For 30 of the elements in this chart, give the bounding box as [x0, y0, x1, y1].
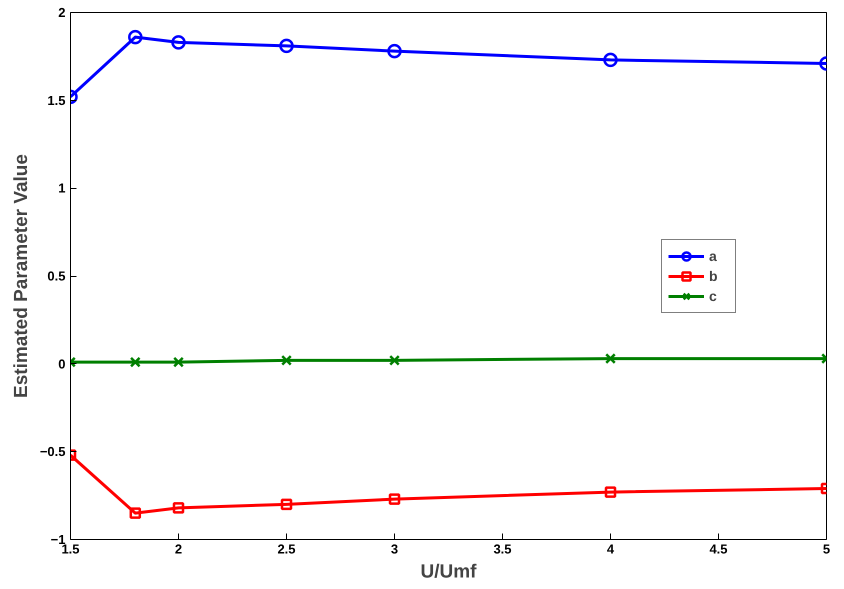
point — [387, 44, 402, 58]
x-tick-label: 5 — [822, 542, 830, 556]
x-tick-label: 2.5 — [277, 542, 296, 556]
legend-label: c — [709, 288, 718, 304]
point — [281, 354, 292, 366]
point — [172, 502, 184, 514]
x-tick-label: 4 — [606, 542, 615, 556]
y-tick-label: 2 — [58, 5, 66, 20]
point — [279, 38, 294, 54]
y-tick-label: 1 — [58, 180, 66, 196]
y-tick-label: −0.5 — [40, 444, 66, 460]
legend-label: b — [709, 268, 719, 284]
y-axis-title: Estimated Parameter Value — [10, 154, 32, 398]
point — [130, 507, 142, 519]
x-tick-label: 4.5 — [709, 542, 728, 556]
x-tick-label: 2 — [174, 542, 182, 556]
legend-label: a — [709, 248, 718, 264]
point — [389, 354, 400, 366]
point — [173, 356, 184, 368]
point — [171, 35, 186, 50]
x-tick-label: 3.5 — [493, 542, 512, 556]
point — [388, 493, 400, 505]
x-axis-title: U/Umf — [420, 562, 478, 582]
point — [128, 30, 143, 44]
y-tick-label: 1.5 — [47, 92, 66, 108]
y-tick-label: 0 — [58, 356, 66, 372]
x-tick-label: 3 — [390, 542, 398, 556]
y-tick-label: 0.5 — [47, 268, 66, 284]
point — [130, 356, 141, 368]
point — [280, 498, 292, 510]
